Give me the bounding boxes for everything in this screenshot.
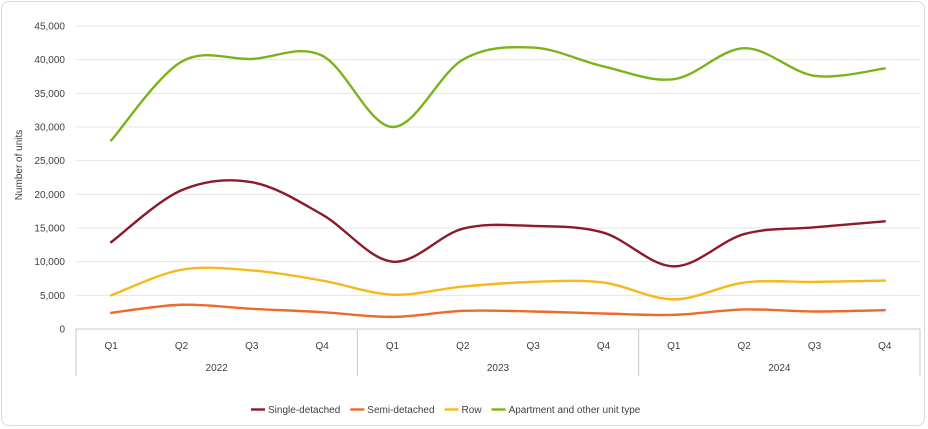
x-tick-label: Q1 xyxy=(104,341,118,352)
x-tick-label: Q1 xyxy=(667,341,681,352)
y-tick-label: 5,000 xyxy=(40,291,65,302)
series-line-row xyxy=(109,266,887,301)
series-line-single-detached xyxy=(109,179,887,268)
y-tick-label: 35,000 xyxy=(34,89,65,100)
x-group-label: 2024 xyxy=(768,363,791,374)
x-group-label: 2022 xyxy=(206,363,229,374)
series-line-apartment-and-other-unit-type xyxy=(109,45,887,142)
y-tick-label: 0 xyxy=(59,325,65,336)
x-tick-label: Q2 xyxy=(737,341,751,352)
x-tick-label: Q3 xyxy=(526,341,540,352)
y-tick-label: 10,000 xyxy=(34,257,65,268)
y-tick-label: 30,000 xyxy=(34,123,65,134)
legend: Single-detached Semi-detached Row Apartment… xyxy=(251,405,641,416)
y-axis-label: Number of units xyxy=(14,130,25,201)
x-tick-label: Q2 xyxy=(175,341,189,352)
y-tick-label: 15,000 xyxy=(34,224,65,235)
legend-label: Semi-detached xyxy=(367,405,434,416)
x-group-label: 2023 xyxy=(487,363,510,374)
x-tick-label: Q1 xyxy=(386,341,400,352)
y-tick-label: 20,000 xyxy=(34,190,65,201)
y-tick-label: 40,000 xyxy=(34,55,65,66)
y-tick-label: 25,000 xyxy=(34,156,65,167)
legend-label: Apartment and other unit type xyxy=(509,405,641,416)
axes: 0 5,000 10,000 15,000 20,000 25,000 30,000 35,0… xyxy=(34,22,921,376)
x-tick-label: Q3 xyxy=(245,341,259,352)
y-tick-label: 45,000 xyxy=(34,22,65,33)
x-tick-label: Q4 xyxy=(878,341,892,352)
legend-label: Row xyxy=(462,405,483,416)
series-line-semi-detached xyxy=(109,303,887,319)
x-tick-label: Q3 xyxy=(808,341,822,352)
series-lines xyxy=(109,45,887,319)
legend-label: Single-detached xyxy=(268,405,340,416)
x-tick-label: Q4 xyxy=(315,341,329,352)
x-tick-label: Q2 xyxy=(456,341,470,352)
x-tick-label: Q4 xyxy=(597,341,611,352)
gridlines xyxy=(76,25,920,296)
